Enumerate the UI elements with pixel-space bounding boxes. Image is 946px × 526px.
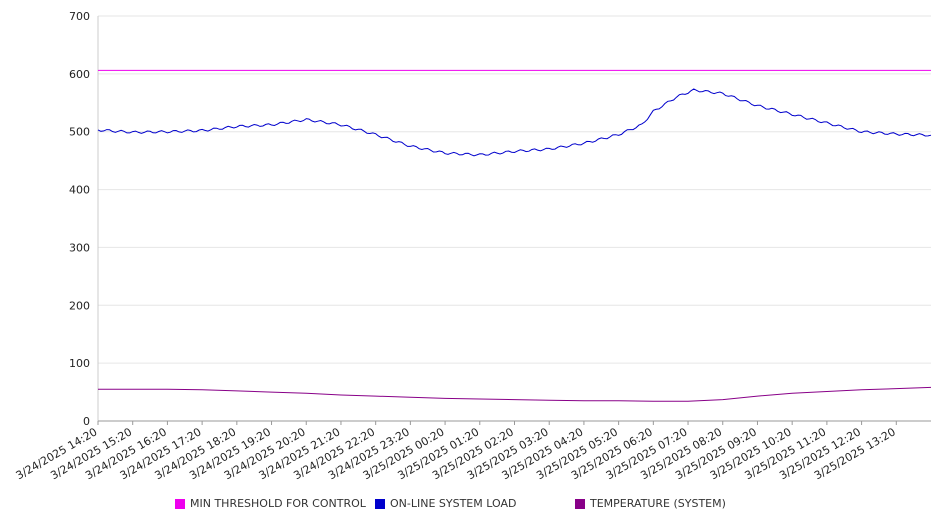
- legend: MIN THRESHOLD FOR CONTROL ON-LINE SYSTEM…: [0, 497, 946, 515]
- legend-swatch: [575, 498, 585, 509]
- y-tick-label: 0: [83, 415, 90, 428]
- series-line-temperature-system: [98, 386, 932, 402]
- y-tick-label: 300: [69, 241, 90, 254]
- y-tick-label: 200: [69, 299, 90, 312]
- y-tick-label: 100: [69, 357, 90, 370]
- series-lines: [97, 69, 932, 402]
- legend-item-system-load[interactable]: ON-LINE SYSTEM LOAD: [375, 497, 516, 510]
- series-line-on-line-system-load: [97, 88, 932, 157]
- y-axis-tick-labels: 0 100 200 300 400 500 600 700: [69, 10, 90, 428]
- legend-swatch: [375, 498, 385, 509]
- legend-label: ON-LINE SYSTEM LOAD: [390, 497, 517, 510]
- y-tick-label: 400: [69, 184, 90, 197]
- legend-swatch: [175, 498, 185, 509]
- x-axis-tick-labels: 3/24/2025 14:203/24/2025 15:203/24/2025 …: [14, 425, 898, 482]
- legend-label: MIN THRESHOLD FOR CONTROL: [190, 497, 366, 510]
- legend-label: TEMPERATURE (SYSTEM): [590, 497, 726, 510]
- y-tick-label: 500: [69, 126, 90, 139]
- axes: [97, 16, 931, 425]
- legend-item-temperature[interactable]: TEMPERATURE (SYSTEM): [575, 497, 726, 510]
- y-tick-label: 600: [69, 68, 90, 81]
- grid-lines: [98, 15, 931, 364]
- legend-item-min-threshold[interactable]: MIN THRESHOLD FOR CONTROL: [175, 497, 366, 510]
- y-tick-label: 700: [69, 10, 90, 23]
